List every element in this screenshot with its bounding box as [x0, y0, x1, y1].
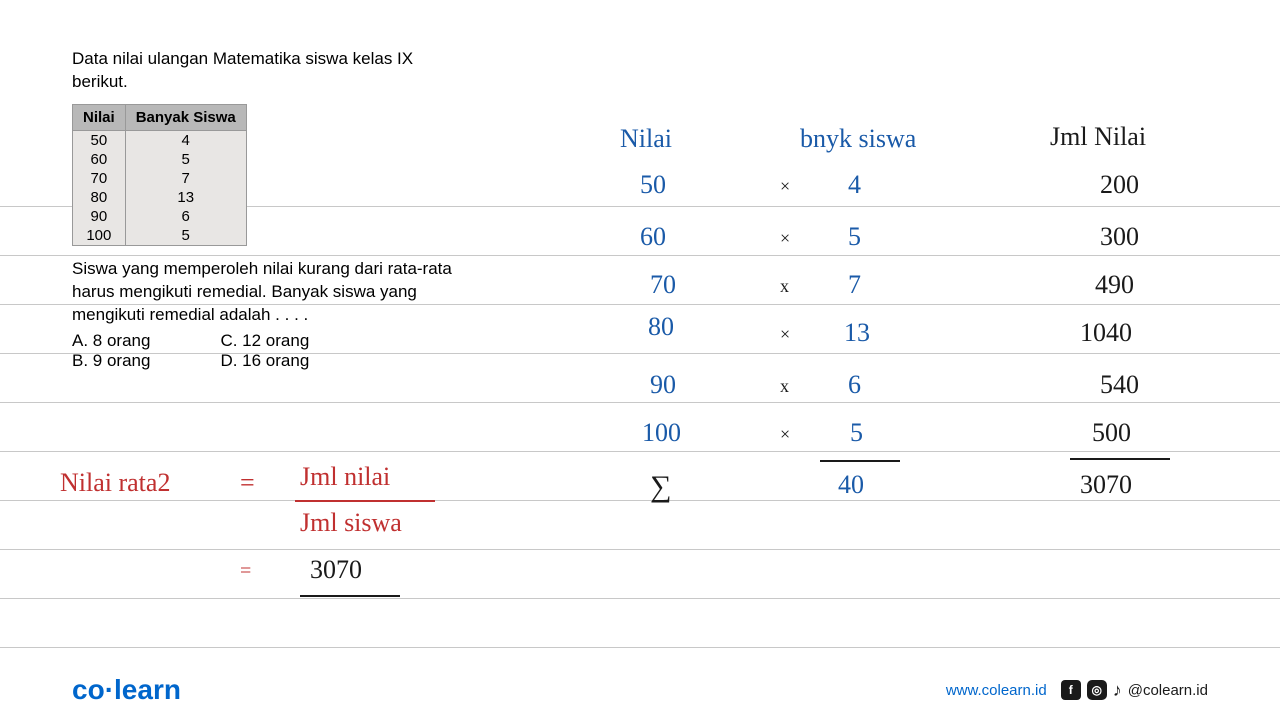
- hw-jml: 500: [1092, 418, 1131, 448]
- data-table: Nilai Banyak Siswa 504 605 707 8013 906 …: [72, 104, 247, 246]
- logo: co·learn: [72, 674, 181, 706]
- tiktok-icon: ♪: [1113, 680, 1122, 701]
- table-header: Nilai: [73, 104, 126, 130]
- social-handle: @colearn.id: [1128, 682, 1208, 699]
- hw-formula-lhs: Nilai rata2: [60, 468, 170, 498]
- option-c: C. 12 orang: [220, 331, 309, 351]
- hw-formula-den: Jml siswa: [300, 508, 402, 538]
- problem-intro: Data nilai ulangan Matematika siswa kela…: [72, 48, 472, 94]
- hw-jml: 490: [1095, 270, 1134, 300]
- table-row: 605: [73, 150, 247, 169]
- hw-jml: 1040: [1080, 318, 1132, 348]
- hw-sigma: ∑: [650, 470, 671, 504]
- hw-op: ×: [780, 324, 790, 345]
- hw-header-banyak: bnyk siswa: [800, 124, 916, 154]
- hw-bs: 5: [848, 222, 861, 252]
- hw-underline: [1070, 458, 1170, 460]
- footer-url: www.colearn.id: [946, 682, 1047, 699]
- hw-eq2: =: [240, 560, 251, 583]
- table-row: 906: [73, 207, 247, 226]
- hw-nilai: 70: [650, 270, 676, 300]
- hw-op: x: [780, 276, 789, 297]
- hw-bs: 6: [848, 370, 861, 400]
- table-row: 707: [73, 169, 247, 188]
- option-b: B. 9 orang: [72, 351, 150, 371]
- option-a: A. 8 orang: [72, 331, 150, 351]
- table-header: Banyak Siswa: [125, 104, 246, 130]
- hw-bs: 4: [848, 170, 861, 200]
- hw-op: ×: [780, 176, 790, 197]
- hw-bs: 7: [848, 270, 861, 300]
- hw-jml: 200: [1100, 170, 1139, 200]
- hw-header-jml: Jml Nilai: [1050, 122, 1146, 152]
- hw-sum-bs: 40: [838, 470, 864, 500]
- hw-underline: [820, 460, 900, 462]
- facebook-icon: f: [1061, 680, 1081, 700]
- logo-part1: co: [72, 674, 105, 705]
- hw-header-nilai: Nilai: [620, 124, 672, 154]
- hw-fraction-line: [295, 500, 435, 502]
- hw-sum-jml: 3070: [1080, 470, 1132, 500]
- table-row: 1005: [73, 226, 247, 246]
- hw-nilai: 90: [650, 370, 676, 400]
- hw-nilai: 80: [648, 312, 674, 342]
- hw-nilai: 60: [640, 222, 666, 252]
- hw-op: x: [780, 376, 789, 397]
- table-row: 8013: [73, 188, 247, 207]
- hw-underline: [300, 595, 400, 597]
- hw-op: ×: [780, 228, 790, 249]
- social-icons: f ◎ ♪ @colearn.id: [1061, 680, 1208, 701]
- hw-jml: 540: [1100, 370, 1139, 400]
- hw-nilai: 100: [642, 418, 681, 448]
- table-row: 504: [73, 130, 247, 150]
- hw-jml: 300: [1100, 222, 1139, 252]
- hw-eq: =: [240, 468, 255, 498]
- hw-bs: 5: [850, 418, 863, 448]
- hw-op: ×: [780, 424, 790, 445]
- instagram-icon: ◎: [1087, 680, 1107, 700]
- hw-formula-val: 3070: [310, 555, 362, 585]
- hw-bs: 13: [844, 318, 870, 348]
- footer: co·learn www.colearn.id f ◎ ♪ @colearn.i…: [0, 660, 1280, 720]
- hw-formula-num: Jml nilai: [300, 462, 390, 492]
- hw-nilai: 50: [640, 170, 666, 200]
- option-d: D. 16 orang: [220, 351, 309, 371]
- logo-part2: learn: [114, 674, 181, 705]
- options: A. 8 orang B. 9 orang C. 12 orang D. 16 …: [72, 331, 1208, 371]
- question-text: Siswa yang memperoleh nilai kurang dari …: [72, 258, 472, 327]
